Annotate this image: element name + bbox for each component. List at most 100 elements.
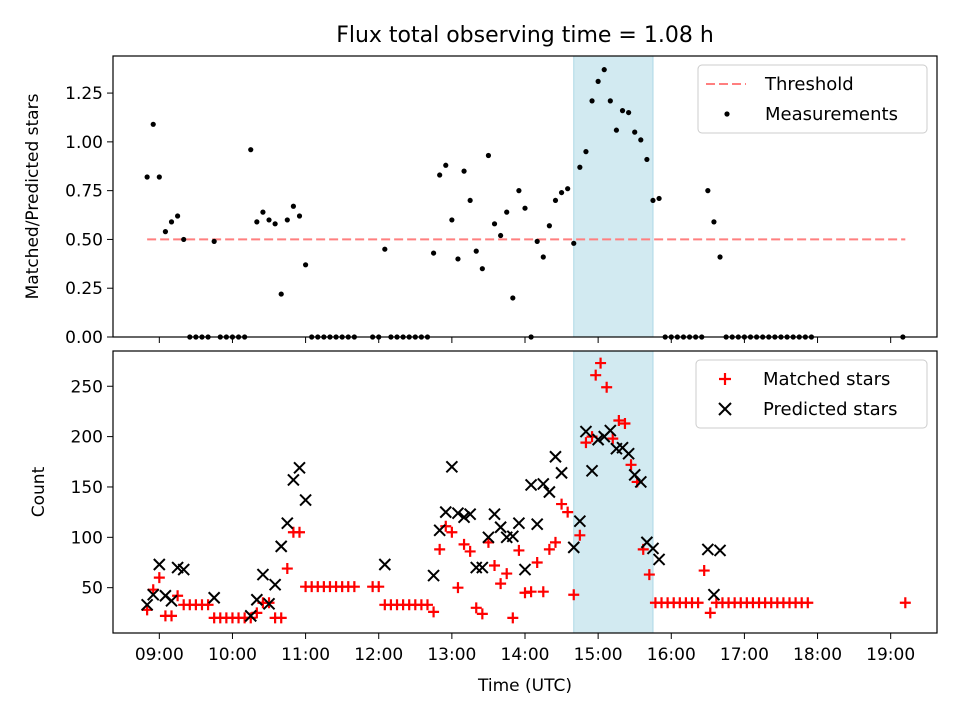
matched-star-marker bbox=[245, 612, 257, 624]
measurement-point bbox=[491, 221, 498, 227]
predicted-star-marker bbox=[268, 578, 282, 591]
predicted-star-marker bbox=[287, 473, 300, 487]
matched-star-marker bbox=[574, 529, 586, 541]
legend-predicted-label: Predicted stars bbox=[763, 399, 897, 420]
measurement-point bbox=[296, 213, 303, 219]
matched-star-marker bbox=[531, 557, 543, 568]
x-tick-label: 15:00 bbox=[574, 645, 623, 665]
predicted-star-marker bbox=[140, 598, 154, 612]
matched-star-marker bbox=[373, 581, 385, 593]
top-x-axis bbox=[158, 337, 892, 343]
measurement-point bbox=[711, 219, 717, 225]
predicted-star-marker bbox=[579, 425, 593, 438]
matched-star-marker bbox=[537, 586, 549, 598]
predicted-star-marker bbox=[707, 588, 721, 601]
legend-matched-swatch bbox=[719, 373, 731, 385]
y-tick-label: 0.75 bbox=[65, 182, 103, 202]
measurement-point bbox=[272, 221, 278, 227]
predicted-star-marker bbox=[244, 609, 257, 623]
predicted-star-marker bbox=[701, 543, 715, 556]
measurement-point bbox=[144, 174, 150, 180]
bottom-legend: Matched stars Predicted stars bbox=[695, 359, 928, 429]
measurement-point bbox=[443, 162, 449, 168]
matched-star-marker bbox=[580, 437, 592, 449]
predicted-star-marker bbox=[524, 478, 538, 492]
top-y-axis: 0.00 0.25 0.50 0.75 1.00 1.25 bbox=[65, 84, 113, 348]
measurement-point bbox=[504, 209, 510, 215]
bottom-panel: 50 100 150 200 250 09:00 10:00 11:00 12:00 13:00… bbox=[29, 350, 938, 696]
matched-star-marker bbox=[458, 538, 470, 550]
measurement-point bbox=[498, 232, 504, 239]
measurement-point bbox=[558, 189, 565, 196]
measurement-point bbox=[473, 248, 479, 254]
legend-predicted-swatch bbox=[718, 402, 732, 416]
matched-star-marker bbox=[464, 545, 476, 557]
predicted-star-marker bbox=[147, 588, 160, 601]
predicted-star-marker bbox=[604, 424, 617, 437]
y-tick-label: 100 bbox=[71, 528, 103, 548]
predicted-star-marker bbox=[463, 507, 477, 521]
y-tick-label: 50 bbox=[81, 579, 103, 599]
predicted-star-marker bbox=[177, 563, 190, 576]
measurement-point bbox=[595, 78, 601, 84]
measurement-point bbox=[278, 291, 284, 297]
predicted-star-marker bbox=[646, 542, 660, 555]
predicted-star-marker bbox=[433, 524, 446, 537]
matched-star-marker bbox=[625, 459, 637, 471]
top-legend-box bbox=[697, 64, 928, 134]
measurement-point bbox=[577, 164, 583, 170]
matched-star-marker bbox=[428, 606, 440, 618]
predicted-star-marker bbox=[494, 521, 507, 534]
measurement-point bbox=[211, 238, 217, 244]
matched-star-marker bbox=[275, 612, 287, 624]
measurement-point bbox=[583, 149, 589, 155]
matched-star-marker bbox=[440, 520, 452, 532]
x-tick-label: 09:00 bbox=[135, 645, 184, 665]
legend-matched-label: Matched stars bbox=[763, 369, 890, 390]
measurement-point bbox=[248, 147, 254, 153]
matched-star-marker bbox=[470, 602, 482, 614]
predicted-star-marker bbox=[622, 447, 635, 460]
predicted-star-marker bbox=[427, 569, 440, 582]
y-tick-label: 200 bbox=[71, 428, 103, 448]
matched-star-marker bbox=[202, 599, 214, 611]
x-tick-label: 11:00 bbox=[281, 645, 330, 665]
measurement-point bbox=[546, 223, 552, 229]
measurement-point bbox=[430, 250, 437, 256]
measurement-point bbox=[552, 197, 559, 204]
predicted-star-marker bbox=[488, 507, 501, 521]
bottom-panel-frame bbox=[112, 350, 938, 634]
predicted-star-marker bbox=[652, 553, 666, 566]
predicted-star-marker bbox=[543, 485, 556, 499]
predicted-star-marker bbox=[537, 477, 550, 491]
top-legend: Threshold Measurements bbox=[697, 64, 928, 134]
y-tick-label: 250 bbox=[71, 377, 103, 397]
measurement-point bbox=[479, 266, 485, 272]
matched-star-marker bbox=[692, 597, 704, 609]
matched-star-marker bbox=[619, 418, 631, 430]
predicted-star-marker bbox=[506, 530, 520, 543]
x-tick-label: 14:00 bbox=[501, 645, 550, 665]
matched-star-marker bbox=[704, 607, 716, 619]
measurement-point bbox=[290, 203, 297, 209]
measurement-point bbox=[607, 98, 613, 104]
predicted-star-marker bbox=[451, 506, 465, 520]
y-tick-label: 0.50 bbox=[65, 230, 103, 250]
x-tick-label: 12:00 bbox=[354, 645, 403, 665]
measurement-point bbox=[601, 67, 607, 73]
predicted-star-marker bbox=[567, 541, 580, 554]
measurement-point bbox=[467, 197, 473, 204]
predicted-star-marker bbox=[293, 461, 306, 475]
bottom-y-axis: 50 100 150 200 250 bbox=[71, 377, 113, 599]
predicted-star-marker bbox=[250, 593, 264, 606]
predicted-star-marker bbox=[476, 561, 489, 574]
matched-star-marker bbox=[501, 568, 513, 580]
predicted-star-marker bbox=[530, 518, 544, 531]
x-tick-label: 17:00 bbox=[720, 645, 769, 665]
matched-star-marker bbox=[613, 414, 625, 426]
y-tick-label: 1.25 bbox=[65, 84, 103, 104]
bottom-x-axis: 09:00 10:00 11:00 12:00 13:00 14:00 15:00 16:00… bbox=[135, 633, 915, 665]
predicted-star-marker bbox=[591, 433, 605, 446]
matched-star-marker bbox=[590, 369, 602, 381]
top-panel-frame bbox=[112, 55, 938, 338]
